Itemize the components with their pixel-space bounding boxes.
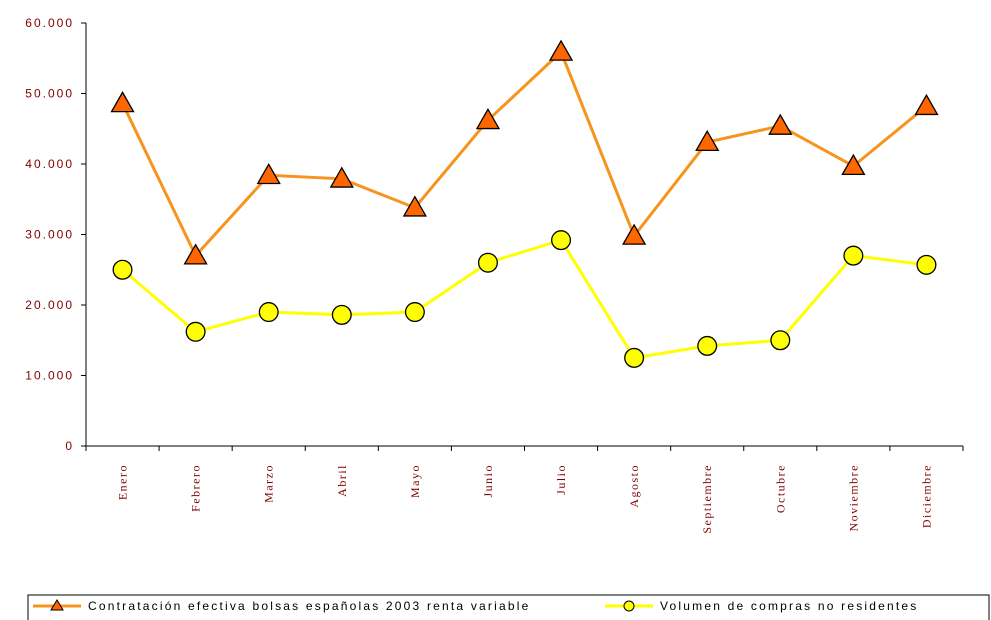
legend-label: Contratación efectiva bolsas españolas 2… — [88, 599, 530, 613]
x-tick-label: Diciembre — [919, 464, 933, 528]
y-tick-label: 0 — [65, 439, 74, 453]
x-tick-label: Junio — [481, 464, 495, 498]
point — [624, 347, 645, 368]
point — [768, 113, 793, 135]
point — [402, 195, 427, 217]
point — [916, 254, 937, 275]
point — [112, 259, 133, 280]
point — [258, 302, 279, 323]
y-tick-label: 10.000 — [25, 369, 74, 383]
y-tick-label: 50.000 — [25, 87, 74, 101]
point — [256, 162, 281, 185]
x-tick-label: Octubre — [773, 464, 787, 513]
point — [551, 230, 572, 251]
series-line — [121, 238, 927, 360]
legend-box — [27, 594, 990, 620]
x-tick-label: Noviembre — [846, 464, 860, 531]
x-tick-label: Julio — [554, 464, 568, 495]
point — [183, 243, 208, 265]
x-tick-label: Agosto — [627, 464, 641, 508]
series-line — [121, 49, 928, 259]
point — [477, 252, 498, 273]
legend-marker — [623, 600, 635, 612]
y-tick-label: 20.000 — [25, 298, 74, 312]
y-tick-label: 30.000 — [25, 228, 74, 242]
point — [475, 107, 501, 130]
x-tick-label: Septiembre — [700, 464, 714, 534]
point — [110, 91, 135, 113]
point — [185, 321, 206, 342]
point — [329, 166, 354, 188]
point — [548, 39, 574, 61]
y-tick-label: 60.000 — [25, 16, 74, 30]
point — [404, 302, 425, 323]
point — [914, 93, 939, 116]
point — [331, 304, 352, 325]
point — [841, 153, 866, 176]
x-tick-label: Marzo — [262, 464, 276, 503]
x-tick-label: Febrero — [189, 464, 203, 512]
legend-marker — [50, 599, 64, 611]
point — [697, 335, 718, 356]
x-tick-label: Mayo — [408, 464, 422, 498]
point — [622, 223, 647, 245]
x-tick-label: Abril — [335, 464, 349, 497]
point — [770, 330, 791, 351]
point — [695, 129, 720, 152]
point — [843, 245, 864, 266]
y-tick-label: 40.000 — [25, 157, 74, 171]
legend-label: Volumen de compras no residentes — [660, 599, 919, 613]
x-tick-label: Enero — [116, 464, 130, 500]
